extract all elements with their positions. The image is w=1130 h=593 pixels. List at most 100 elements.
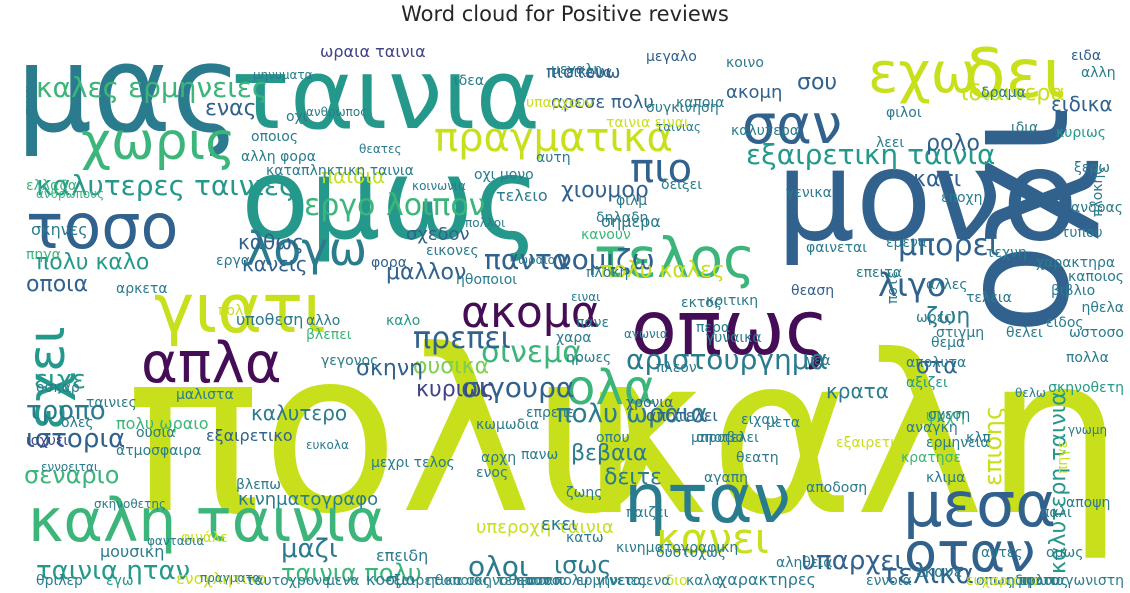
word-26: πιο [630, 146, 693, 192]
word-121: ειδα [1071, 48, 1102, 64]
word-55: μαζι [281, 534, 338, 564]
word-154: παιζει [626, 505, 669, 521]
word-243: θελω [1015, 386, 1046, 400]
word-256: αγωνια [624, 327, 668, 341]
word-100: σχεδον [406, 224, 470, 245]
word-99: κανουν [581, 227, 631, 243]
word-5: μονο [776, 124, 1079, 269]
word-85: κοσμο [366, 570, 416, 588]
word-45: ισως [554, 551, 612, 579]
word-209: χαρα [556, 330, 592, 346]
word-245: εννοειται [41, 460, 98, 474]
word-73: αρεσε πολυ [551, 92, 654, 113]
word-250: ανθρωπος [306, 105, 368, 119]
word-157: γινεται [596, 573, 647, 588]
word-182: κριτικη [706, 293, 759, 309]
word-93: καταπληκτικη ταινια [266, 163, 414, 179]
word-22: μεσα [903, 468, 1057, 541]
word-210: αποδοση [806, 480, 868, 496]
word-151: φινάλε [181, 530, 228, 546]
word-97: σημερα [601, 212, 661, 231]
word-195: αναγκη [906, 420, 958, 436]
word-145: ουσια [136, 425, 176, 441]
word-170: βλεπω [236, 477, 281, 493]
word-168: οχι [286, 109, 308, 125]
word-33: μπορει [898, 228, 999, 263]
word-224: νεα [806, 353, 831, 369]
word-200: αλλη [1081, 65, 1116, 81]
word-193: πλεον [656, 360, 697, 376]
word-23: οταν [904, 521, 1036, 584]
word-38: σεναριο [24, 461, 120, 489]
word-126: υποθεση [236, 310, 304, 329]
word-50: πολυ ωραια [556, 399, 708, 429]
word-117: αγαπη [704, 470, 749, 486]
word-215: οπου [596, 430, 630, 446]
word-56: σου [797, 70, 838, 95]
word-9: γιατι [154, 270, 327, 349]
word-180: στιγμη [936, 325, 985, 341]
word-27: καλες ερμηνειες [36, 71, 269, 104]
word-42: αριστουργημα [626, 343, 829, 376]
word-242: ηδη [1006, 573, 1033, 588]
word-24: κανει [656, 514, 769, 563]
word-130: ατμοσφαιρα [116, 443, 202, 459]
word-11: εχω [868, 41, 978, 106]
word-41: σιγουρα [461, 371, 575, 404]
word-89: αποτελει [646, 406, 718, 425]
word-188: οσκαρ [36, 380, 80, 396]
word-81: σκηνη [356, 356, 424, 381]
word-63: καθως [238, 230, 304, 254]
word-1: καλη [579, 308, 1124, 564]
word-17: λογω [246, 222, 368, 276]
word-173: φαινεται [806, 240, 867, 256]
word-87: ηταν πολυ [516, 573, 589, 588]
word-19: ακομα [461, 287, 600, 338]
word-150: οχι μονο [474, 167, 534, 183]
word-166: ιδεα [454, 73, 485, 89]
word-15: τοσο [26, 190, 179, 263]
word-181: αλλες [926, 277, 968, 293]
word-137: θεατη [736, 450, 779, 466]
word-141: αποτελει [696, 430, 759, 446]
word-59: παιδια [321, 164, 386, 188]
word-4: ομως [241, 135, 541, 265]
word-255: ειναι [571, 290, 601, 304]
word-186: ταινιες [86, 395, 137, 411]
word-175: εργα [216, 253, 250, 269]
word-204: ενα [646, 573, 671, 588]
word-28: καλυτερες ταινιες [36, 169, 296, 202]
word-158: ιδιο [661, 573, 688, 588]
word-194: βιβλιο [1051, 283, 1096, 299]
word-114: χρονια [626, 395, 674, 411]
word-235: ωστοσο [1068, 325, 1124, 341]
word-161: πλοκη [586, 265, 629, 281]
word-78: κινηματογραφο [238, 489, 379, 510]
word-124: πηγα [26, 247, 61, 263]
word-139: ειχαν [741, 412, 779, 428]
word-238: ταυτοχρονα [246, 573, 332, 588]
word-123: μεγαλο [646, 49, 697, 65]
word-cloud: πολυ καλη μας ταινια ομως μονο τελος οπως οχι για… [6, 26, 1124, 588]
word-127: καλο [386, 313, 421, 329]
word-134: επρεπε [526, 405, 575, 421]
word-39: ταινια πολυ [281, 559, 422, 587]
word-160: εμενα [886, 235, 928, 251]
word-208: ευχαριστο [966, 573, 1039, 588]
page-title: Word cloud for Positive reviews [401, 2, 729, 26]
word-10: καλη ταινια [28, 486, 385, 556]
word-6: τελος [594, 226, 756, 290]
word-225: δραμα [981, 85, 1026, 101]
word-156: πανε [576, 315, 610, 331]
word-20: ολα [566, 360, 656, 416]
word-51: τροπο [26, 396, 106, 426]
word-179: οπως παντα [976, 573, 1061, 588]
word-244: γνωμη [1068, 423, 1108, 437]
word-72: πιστευω [546, 62, 621, 83]
word-71: ωραια ταινια [320, 42, 426, 61]
word-75: ιδιαιτερα [961, 81, 1065, 106]
word-140: ερμηνειες [576, 573, 647, 588]
word-252: κοινωνια [412, 179, 466, 193]
word-47: υπαρχει [801, 546, 904, 576]
word-131: αρχη [481, 450, 517, 466]
